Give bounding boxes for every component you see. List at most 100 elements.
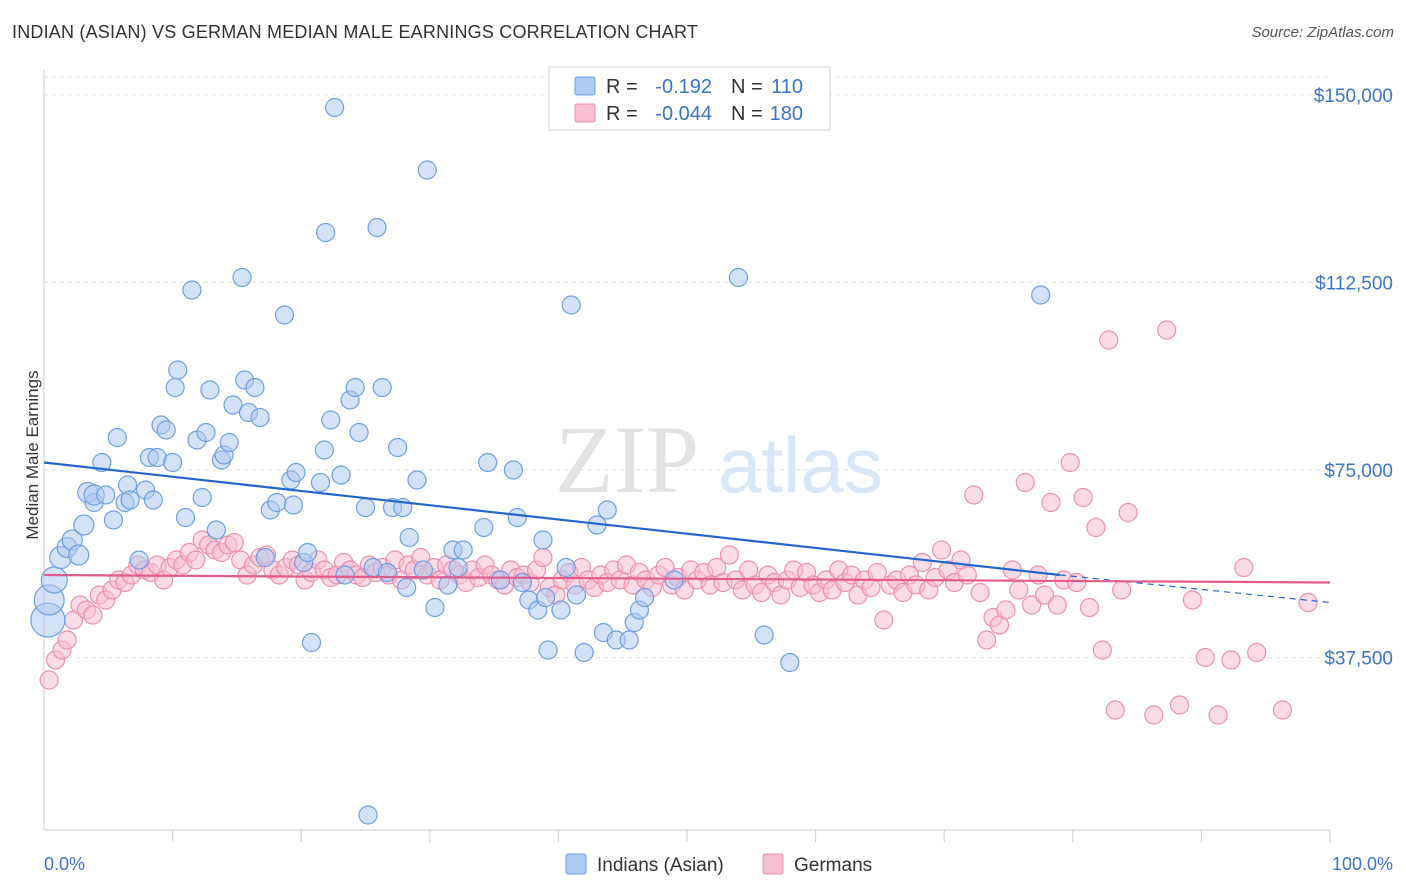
germans-point	[964, 485, 984, 505]
indians-asian-point	[597, 500, 617, 520]
indians-asian-point	[399, 527, 419, 548]
indians-asian-point	[316, 222, 336, 243]
indians-asian-point	[556, 557, 576, 578]
indians-asian-point	[345, 377, 365, 398]
legend-swatch-germans	[762, 853, 784, 875]
indians-asian-point	[274, 305, 295, 325]
indians-asian-point	[372, 377, 392, 398]
indians-asian-point	[634, 587, 655, 608]
stats-legend: R = -0.192 N = 110 R = -0.044 N = 180	[548, 66, 831, 131]
germans-point	[1067, 572, 1087, 593]
y-tick-label: $37,500	[1324, 649, 1393, 670]
indians-asian-point	[503, 460, 523, 480]
x-tick-label-max: 100.0%	[1332, 854, 1393, 874]
indians-asian-point	[1031, 285, 1051, 305]
series-legend: Indians (Asian) Germans	[565, 853, 872, 876]
indians-asian-point	[120, 490, 140, 510]
germans-point	[57, 630, 77, 650]
germans-point	[1060, 452, 1080, 473]
indians-asian-point	[298, 542, 318, 563]
indians-asian-point	[168, 360, 188, 380]
indians-asian-point	[780, 652, 800, 673]
x-tick-labels: 0.0% 100.0%	[44, 854, 1393, 874]
germans-point	[1182, 590, 1202, 610]
germans-point	[1034, 585, 1055, 605]
germans-point	[1086, 517, 1106, 538]
germans-point	[1118, 502, 1138, 523]
germans-point	[932, 540, 952, 560]
indians-asian-point	[397, 577, 417, 598]
indians-asian-point	[314, 440, 334, 460]
legend-n-label: N =	[731, 76, 763, 98]
indians-asian-point	[40, 566, 68, 594]
indians-asian-point	[321, 410, 341, 430]
indians-asian-point	[358, 805, 378, 825]
y-tick-labels: $37,500 $75,000 $112,500 $150,000	[1314, 86, 1393, 670]
indians-asian-trend-extension	[1059, 574, 1331, 604]
indians-asian-point	[407, 470, 427, 490]
germans-point	[224, 532, 244, 553]
indians-asian-point	[267, 492, 287, 513]
indians-asian-point	[438, 575, 458, 595]
germans-trend-line	[43, 573, 1331, 584]
germans-point	[1234, 557, 1254, 578]
germans-point	[1169, 695, 1190, 715]
trend-lines	[43, 461, 1331, 604]
indians-asian-point	[156, 420, 176, 440]
indians-asian-point	[367, 217, 387, 238]
germans-point	[912, 552, 932, 573]
indians-asian-point	[92, 452, 112, 473]
germans-point	[1028, 565, 1048, 585]
indians-asian-point	[182, 280, 202, 300]
germans-point	[1047, 595, 1067, 615]
indians-asian-point	[490, 570, 511, 590]
legend-indians-label: Indians (Asian)	[597, 855, 724, 876]
indians-asian-point	[165, 377, 185, 398]
indians-asian-point	[754, 625, 774, 645]
indians-asian-point	[619, 630, 639, 650]
indians-asian-point	[388, 437, 408, 458]
indians-asian-point	[143, 490, 163, 510]
indians-asian-point	[68, 544, 90, 566]
indians-asian-point	[196, 422, 216, 443]
germans-points	[39, 320, 1318, 725]
indians-asian-point	[512, 572, 532, 593]
germans-point	[186, 550, 206, 570]
germans-point	[1247, 642, 1267, 663]
germans-point	[1298, 592, 1318, 613]
germans-point	[751, 582, 772, 603]
indians-asian-point	[301, 632, 322, 653]
indians-asian-point	[417, 160, 437, 180]
indians-asian-point	[96, 485, 116, 505]
indians-asian-point	[728, 267, 749, 288]
legend-swatch-pink	[574, 103, 596, 123]
indians-asian-point	[561, 295, 581, 315]
germans-point	[1073, 487, 1093, 508]
legend-n-label: N =	[731, 103, 763, 125]
indians-asian-point	[283, 495, 304, 515]
indians-asian-point	[192, 487, 212, 508]
indians-asian-point	[413, 560, 433, 580]
indians-asian-trend-line	[43, 461, 1061, 577]
legend-swatch-indians	[565, 853, 587, 875]
indians-asian-point	[355, 497, 376, 518]
indians-asian-point	[535, 587, 556, 608]
germans-point	[1221, 650, 1241, 670]
germans-point	[1099, 330, 1119, 350]
indians-asian-point	[453, 540, 473, 560]
indians-asian-point	[478, 452, 498, 473]
germans-point	[1041, 492, 1061, 513]
indians-asian-point	[474, 517, 494, 538]
legend-swatch-blue	[574, 76, 596, 96]
legend-n-value: 180	[770, 103, 803, 125]
indians-asian-point	[232, 267, 252, 288]
germans-point	[1195, 647, 1215, 668]
indians-asian-point	[566, 585, 587, 605]
germans-point	[1079, 597, 1100, 618]
indians-asian-point	[163, 452, 183, 473]
indians-asian-points	[30, 97, 1051, 825]
indians-asian-point	[103, 510, 124, 530]
legend-r-value: -0.044	[655, 103, 712, 125]
legend-r-label: R =	[606, 76, 638, 98]
germans-point	[1015, 472, 1035, 493]
